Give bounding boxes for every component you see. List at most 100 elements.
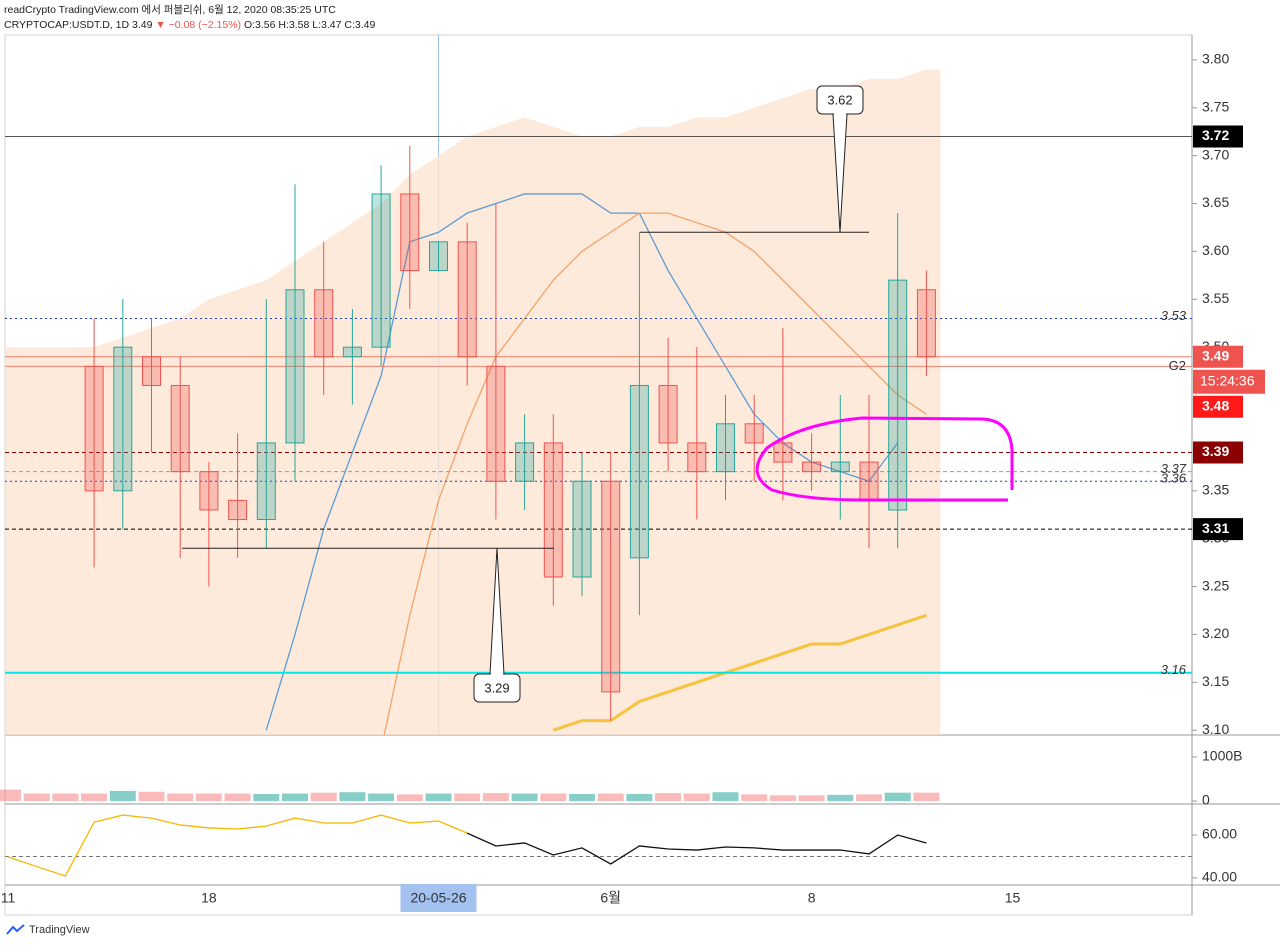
level-label: 3.53: [1161, 308, 1187, 323]
volume-bar: [253, 793, 280, 802]
candle-body: [515, 442, 535, 482]
ohlc: O:3.56 H:3.58 L:3.47 C:3.49: [243, 19, 376, 31]
volume-bar: [856, 794, 882, 802]
candle-body: [256, 442, 276, 521]
x-tick-label: 11: [1, 890, 16, 906]
volume-bar: [310, 792, 337, 802]
candle-body: [84, 365, 104, 492]
indicator-line: [7, 814, 468, 877]
y-tick-label: 3.25: [1202, 577, 1229, 593]
candle-body: [314, 289, 334, 358]
candle-body: [572, 480, 592, 578]
volume-bar: [655, 793, 682, 802]
candle-body: [199, 471, 219, 511]
last-price: 3.49: [131, 19, 153, 31]
price-tag-label: 3.31: [1202, 520, 1229, 536]
volume-bar: [569, 793, 595, 802]
price-tag: [1193, 441, 1243, 464]
volume-bar: [224, 793, 251, 802]
volume-bar: [167, 793, 194, 802]
candle-body: [744, 423, 764, 444]
footer: TradingView: [6, 924, 90, 936]
y-tick-label: 3.80: [1202, 51, 1229, 67]
level-label: G2: [1169, 358, 1186, 373]
hand-drawn-ellipse: [755, 416, 1014, 502]
candle-body: [543, 442, 563, 578]
crosshair-label-bg: [400, 884, 477, 912]
candle-body: [457, 241, 477, 358]
volume-bar: [511, 793, 538, 802]
y-tick-label: 1000B: [1202, 748, 1242, 764]
price-tag-label: 3.48: [1202, 397, 1229, 413]
callout-label: 3.29: [484, 680, 509, 695]
candle-body: [371, 193, 391, 348]
level-label: 3.16: [1161, 662, 1187, 677]
candle-body: [400, 193, 420, 272]
y-tick-label: 60.00: [1202, 826, 1237, 842]
volume-bar: [540, 793, 567, 802]
candle-body: [859, 461, 879, 501]
candle-body: [228, 499, 248, 521]
countdown-tag: [1193, 369, 1265, 394]
candle-body: [888, 279, 908, 511]
volume-bar: [913, 792, 940, 802]
chart: 3.103.153.203.253.303.353.503.553.603.65…: [0, 34, 1280, 916]
candle-body: [285, 289, 305, 444]
volume-bar: [195, 793, 222, 802]
header: readCrypto TradingView.com 에서 퍼블리쉬, 6월 1…: [4, 3, 375, 33]
indicator-line: [383, 212, 927, 735]
volume-bar: [109, 790, 136, 802]
symbol: CRYPTOCAP:USDT.D, 1D: [4, 19, 130, 31]
candle-body: [773, 442, 793, 463]
y-tick-label: 3.15: [1202, 673, 1229, 689]
publisher: readCrypto TradingView.com 에서 퍼블리쉬, 6월 1…: [4, 4, 336, 16]
y-tick-label: 3.55: [1202, 290, 1229, 306]
price-tag-label: 3.49: [1202, 347, 1229, 363]
callout-label: 3.62: [827, 92, 852, 107]
footer-text: TradingView: [29, 924, 90, 936]
volume-bar: [23, 793, 50, 802]
volume-bar: [482, 793, 509, 802]
volume-bar: [454, 793, 481, 802]
y-tick-label: 3.10: [1202, 721, 1229, 737]
y-tick-label: 3.75: [1202, 98, 1229, 114]
x-tick-label: 20-05-26: [410, 890, 466, 906]
price-tag-label: 3.39: [1202, 443, 1229, 459]
candle-body: [687, 442, 707, 473]
volume-bar: [138, 791, 165, 802]
price-tag-label: 3.72: [1202, 127, 1229, 143]
volume-bar: [339, 792, 366, 802]
volume-bar: [52, 793, 79, 802]
y-tick-label: 3.20: [1202, 625, 1229, 641]
volume-bar: [282, 793, 308, 802]
indicator-line: [466, 832, 927, 865]
callout-pointer: [489, 548, 505, 675]
volume-bar: [425, 793, 452, 802]
volume-bar: [712, 792, 739, 802]
volume-bar: [0, 789, 21, 802]
price-tag: [1193, 345, 1243, 368]
volume-bar: [597, 793, 624, 802]
volume-bar: [81, 793, 108, 802]
price-tag: [1193, 395, 1243, 418]
candle-body: [716, 423, 735, 473]
candle-body: [429, 241, 448, 272]
candle-body: [170, 384, 190, 473]
volume-bar: [798, 795, 825, 802]
y-tick-label: 3.35: [1202, 482, 1229, 498]
countdown-label: 15:24:36: [1200, 372, 1255, 388]
level-label: 3.36: [1161, 471, 1187, 486]
symbol-line: CRYPTOCAP:USDT.D, 1D 3.49 ▼ −0.08 (−2.15…: [4, 18, 375, 33]
x-tick-label: 6월: [600, 890, 621, 906]
volume-bar: [769, 795, 796, 802]
candle-body: [629, 384, 649, 559]
y-tick-label: 40.00: [1202, 869, 1237, 885]
volume-bar: [741, 794, 768, 802]
candle-body: [830, 461, 850, 473]
y-tick-label: 0: [1202, 792, 1210, 808]
candle-body: [658, 384, 678, 444]
y-tick-label: 3.70: [1202, 146, 1229, 162]
candle-body: [142, 356, 161, 386]
indicator-line: [265, 193, 899, 731]
